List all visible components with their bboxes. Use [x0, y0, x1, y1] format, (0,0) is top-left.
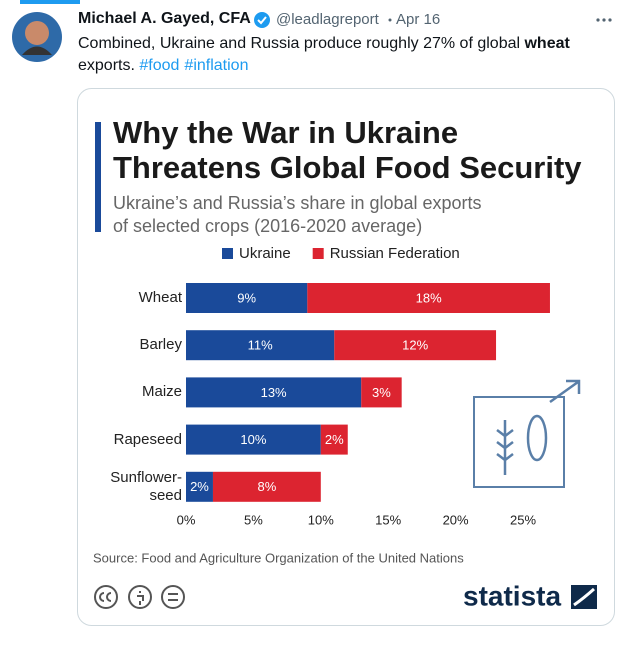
x-tick-label: 15% [375, 512, 401, 527]
category-label: Rapeseed [113, 430, 182, 448]
avatar-face [25, 21, 49, 45]
verified-badge [254, 12, 270, 28]
crop-icon [473, 379, 581, 488]
legend-label: Ukraine [239, 245, 291, 262]
value-label: 9% [237, 290, 256, 305]
x-tick-label: 0% [177, 512, 196, 527]
category-label: Barley [139, 336, 182, 354]
x-tick-label: 25% [510, 512, 536, 527]
tweet-text: Combined, Ukraine and Russia produce rou… [78, 33, 598, 77]
title-accent [95, 122, 101, 232]
value-label: 8% [257, 479, 276, 494]
bar-segment [186, 377, 362, 408]
value-label: 18% [416, 290, 442, 305]
x-tick-label: 5% [244, 512, 263, 527]
brand-logo-mark [573, 587, 596, 607]
source: Source: Food and Agriculture Organizatio… [93, 550, 464, 565]
bar-segment [307, 283, 550, 313]
text: exports. [78, 57, 135, 74]
value-label: 10% [240, 432, 266, 447]
bar-segment [186, 471, 213, 502]
author-handle[interactable]: @leadlagreport [276, 11, 379, 28]
value-label: 13% [261, 385, 287, 400]
author-name[interactable]: Michael A. Gayed, CFA [78, 10, 251, 27]
legend-label: Russian Federation [330, 245, 460, 262]
verified-check [257, 16, 267, 25]
separator [388, 18, 392, 22]
more-button[interactable] [596, 18, 612, 22]
bar-segment [186, 283, 308, 313]
chart-subtitle: Ukraine’s and Russia’s share in global e… [113, 193, 482, 213]
value-label: 2% [325, 432, 344, 447]
value-label: 2% [190, 479, 209, 494]
bar-segment [186, 330, 335, 361]
license-icons [94, 585, 185, 609]
hashtag[interactable]: #inflation [184, 57, 249, 74]
chart-title: Threatens Global Food Security [113, 150, 582, 185]
category-label: Wheat [138, 289, 182, 306]
bar-segment [361, 377, 402, 408]
tweet-date[interactable]: Apr 16 [396, 11, 441, 28]
value-label: 12% [402, 338, 428, 353]
category-label: Maize [141, 383, 182, 401]
x-tick-label: 10% [308, 512, 334, 527]
x-tick-label: 20% [443, 512, 469, 527]
chart-title: Why the War in Ukraine [113, 115, 458, 150]
value-label: 11% [248, 338, 273, 353]
bar-segment [320, 424, 348, 455]
avatar-beard [22, 46, 52, 55]
legend-swatch [312, 248, 324, 259]
legend-swatch [222, 248, 233, 259]
category-label: Sunflower-seed [110, 468, 182, 504]
tab-indicator [20, 0, 80, 4]
bar-segment [334, 330, 497, 361]
brand: statista [463, 580, 561, 611]
value-label: 3% [372, 385, 391, 400]
bold-text: wheat [524, 35, 570, 52]
bar-segment [212, 471, 321, 502]
text: Combined, Ukraine and Russia produce rou… [78, 35, 525, 52]
hashtag[interactable]: #food [139, 57, 180, 74]
bar-segment [186, 424, 321, 455]
chart-subtitle: of selected crops (2016-2020 average) [113, 216, 422, 236]
